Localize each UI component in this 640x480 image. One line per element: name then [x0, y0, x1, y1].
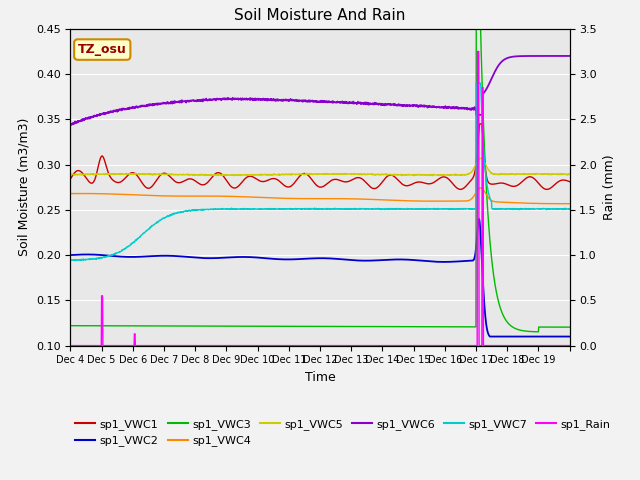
sp1_VWC3 — [322, 324, 330, 329]
sp1_VWC5 — [411, 172, 419, 178]
Legend: sp1_VWC1, sp1_VWC2, sp1_VWC3, sp1_VWC4, sp1_VWC5, sp1_VWC6, sp1_VWC7, sp1_Rain: sp1_VWC1, sp1_VWC2, sp1_VWC3, sp1_VWC4, … — [71, 415, 615, 451]
sp1_VWC2 — [156, 253, 164, 259]
sp1_VWC6 — [292, 97, 300, 103]
sp1_VWC5 — [292, 171, 300, 177]
sp1_VWC3 — [472, 26, 480, 32]
sp1_VWC4 — [411, 198, 419, 204]
Line: sp1_VWC6: sp1_VWC6 — [70, 56, 570, 125]
sp1_VWC2 — [76, 252, 84, 257]
sp1_Rain — [566, 343, 573, 348]
sp1_VWC1 — [566, 179, 573, 184]
sp1_VWC5 — [156, 171, 164, 177]
sp1_VWC5 — [566, 171, 573, 177]
sp1_VWC7 — [292, 206, 300, 212]
sp1_VWC4 — [477, 185, 484, 191]
sp1_VWC2 — [322, 255, 330, 261]
sp1_VWC3 — [67, 323, 74, 329]
sp1_Rain — [322, 343, 330, 348]
X-axis label: Time: Time — [305, 371, 335, 384]
sp1_VWC1 — [322, 182, 330, 188]
sp1_VWC6 — [411, 102, 419, 108]
sp1_VWC3 — [292, 324, 300, 329]
sp1_VWC2 — [534, 334, 542, 339]
sp1_VWC5 — [322, 171, 330, 177]
sp1_VWC6 — [322, 99, 330, 105]
sp1_VWC3 — [566, 324, 573, 330]
sp1_VWC1 — [534, 180, 541, 185]
sp1_VWC4 — [556, 201, 564, 206]
sp1_Rain — [411, 343, 419, 348]
sp1_VWC5 — [76, 172, 84, 178]
sp1_VWC1 — [411, 180, 419, 186]
Line: sp1_VWC7: sp1_VWC7 — [70, 83, 570, 261]
Line: sp1_Rain: sp1_Rain — [70, 51, 570, 346]
sp1_VWC7 — [566, 206, 573, 212]
sp1_VWC4 — [292, 196, 300, 202]
Line: sp1_VWC2: sp1_VWC2 — [70, 219, 570, 336]
sp1_VWC7 — [323, 206, 330, 212]
sp1_Rain — [156, 343, 164, 348]
sp1_Rain — [474, 48, 481, 54]
Y-axis label: Rain (mm): Rain (mm) — [603, 155, 616, 220]
sp1_VWC3 — [534, 329, 541, 335]
sp1_VWC7 — [76, 258, 84, 264]
sp1_VWC5 — [534, 171, 542, 177]
sp1_VWC4 — [76, 191, 84, 196]
sp1_VWC4 — [534, 201, 541, 206]
sp1_VWC6 — [76, 118, 84, 124]
sp1_VWC1 — [543, 187, 550, 192]
sp1_Rain — [292, 343, 300, 348]
sp1_VWC7 — [472, 80, 480, 86]
Line: sp1_VWC1: sp1_VWC1 — [70, 124, 570, 190]
sp1_VWC1 — [156, 173, 164, 179]
sp1_VWC7 — [534, 206, 542, 212]
sp1_VWC6 — [534, 53, 541, 59]
sp1_VWC7 — [156, 217, 164, 223]
Line: sp1_VWC3: sp1_VWC3 — [70, 29, 570, 332]
sp1_VWC3 — [76, 323, 84, 329]
Y-axis label: Soil Moisture (m3/m3): Soil Moisture (m3/m3) — [17, 118, 30, 256]
sp1_Rain — [76, 343, 84, 348]
sp1_VWC3 — [411, 324, 419, 330]
sp1_VWC7 — [67, 257, 74, 263]
sp1_VWC7 — [72, 258, 79, 264]
sp1_VWC5 — [67, 171, 74, 177]
sp1_VWC6 — [156, 101, 164, 107]
Line: sp1_VWC4: sp1_VWC4 — [70, 188, 570, 204]
Text: TZ_osu: TZ_osu — [78, 43, 127, 56]
sp1_VWC2 — [67, 252, 74, 258]
sp1_VWC4 — [566, 201, 573, 206]
sp1_VWC2 — [476, 216, 483, 222]
sp1_VWC1 — [76, 168, 84, 174]
sp1_VWC5 — [476, 155, 484, 161]
sp1_VWC1 — [292, 178, 300, 183]
sp1_VWC6 — [566, 53, 573, 59]
sp1_VWC3 — [156, 323, 164, 329]
sp1_VWC4 — [156, 193, 164, 199]
sp1_VWC4 — [67, 191, 74, 196]
sp1_Rain — [534, 343, 541, 348]
sp1_VWC2 — [486, 334, 494, 339]
Title: Soil Moisture And Rain: Soil Moisture And Rain — [234, 9, 406, 24]
sp1_VWC3 — [534, 329, 542, 335]
sp1_VWC1 — [476, 121, 484, 127]
Line: sp1_VWC5: sp1_VWC5 — [70, 158, 570, 176]
sp1_VWC2 — [411, 257, 419, 263]
sp1_VWC5 — [410, 173, 418, 179]
sp1_VWC4 — [322, 196, 330, 202]
sp1_VWC1 — [67, 176, 74, 182]
sp1_VWC2 — [292, 256, 300, 262]
sp1_VWC2 — [566, 334, 573, 339]
sp1_VWC6 — [67, 122, 74, 128]
sp1_Rain — [67, 343, 74, 348]
sp1_VWC7 — [411, 206, 419, 212]
